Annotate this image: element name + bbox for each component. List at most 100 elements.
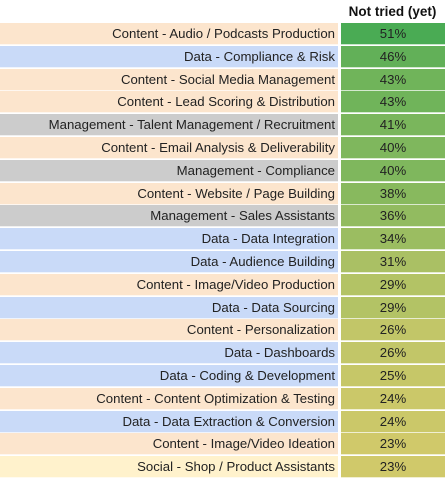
table-row: Data - Data Integration 34% [0, 228, 445, 251]
row-value-cell: 31% [341, 251, 445, 273]
row-divider [0, 294, 445, 296]
table-row: Data - Dashboards 26% [0, 342, 445, 365]
row-divider [0, 431, 445, 433]
row-value-cell: 23% [341, 456, 445, 479]
row-divider [0, 44, 445, 45]
row-value-cell: 26% [341, 342, 445, 365]
table-row: Content - Social Media Management 43% [0, 68, 445, 91]
row-value-cell: 36% [341, 205, 445, 228]
row-label: Content - Image/Video Production [136, 276, 335, 292]
table-row: Content - Email Analysis & Deliverabilit… [0, 137, 445, 159]
row-label-cell: Data - Audience Building [0, 251, 338, 273]
table-row: Management - Compliance 40% [0, 159, 445, 182]
row-label-cell: Social - Shop / Product Assistants [0, 456, 338, 479]
row-divider [0, 317, 445, 319]
header-row: Not tried (yet) [0, 0, 445, 23]
row-value-cell: 26% [341, 319, 445, 342]
table-row: Management - Talent Management / Recruit… [0, 114, 445, 137]
table-row: Content - Image/Video Ideation 23% [0, 433, 445, 456]
row-label-cell: Management - Compliance [0, 159, 338, 182]
row-label-cell: Content - Social Media Management [0, 68, 338, 91]
row-divider [0, 386, 445, 387]
row-label: Management - Talent Management / Recruit… [48, 117, 335, 133]
table-row: Content - Content Optimization & Testing… [0, 387, 445, 410]
row-label: Data - Coding & Development [159, 368, 335, 383]
row-divider [0, 180, 445, 182]
row-divider [0, 249, 445, 251]
table-row: Content - Website / Page Building 38% [0, 182, 445, 205]
row-value-cell: 43% [341, 91, 445, 114]
row-value-cell: 24% [341, 410, 445, 433]
table-row: Data - Audience Building 31% [0, 251, 445, 273]
row-label: Content - Lead Scoring & Distribution [117, 94, 335, 110]
table-row: Content - Image/Video Production 29% [0, 273, 445, 296]
row-label: Data - Data Extraction & Conversion [122, 413, 335, 429]
row-label: Data - Dashboards [224, 345, 335, 361]
row-label: Data - Data Sourcing [211, 299, 335, 315]
row-divider [0, 158, 445, 159]
table-row: Data - Data Extraction & Conversion 24% [0, 410, 445, 433]
row-divider [0, 112, 445, 114]
row-divider [0, 89, 445, 91]
row-label: Management - Compliance [176, 162, 335, 178]
row-value-cell: 23% [341, 433, 445, 456]
row-value-cell: 40% [341, 137, 445, 159]
row-label: Content - Image/Video Ideation [152, 436, 335, 452]
row-label-cell: Content - Email Analysis & Deliverabilit… [0, 137, 338, 159]
row-value-cell: 29% [341, 273, 445, 296]
row-label: Content - Content Optimization & Testing [96, 390, 335, 406]
row-value-cell: 43% [341, 68, 445, 91]
row-value-cell: 34% [341, 228, 445, 251]
row-divider [0, 135, 445, 137]
column-header-not-tried: Not tried (yet) [348, 4, 437, 19]
table-row: Content - Lead Scoring & Distribution 43% [0, 91, 445, 114]
row-label: Social - Shop / Product Assistants [137, 459, 335, 475]
row-value-cell: 29% [341, 296, 445, 319]
table-row: Data - Coding & Development 25% [0, 365, 445, 387]
row-label-cell: Data - Data Extraction & Conversion [0, 410, 338, 433]
table-row: Content - Personalization 26% [0, 319, 445, 342]
row-divider [0, 66, 445, 68]
row-label-cell: Data - Coding & Development [0, 365, 338, 387]
row-divider [0, 272, 445, 273]
row-divider [0, 454, 445, 456]
row-value-cell: 25% [341, 365, 445, 387]
row-label: Data - Compliance & Risk [184, 48, 335, 64]
row-label-cell: Data - Data Sourcing [0, 296, 338, 319]
row-label-cell: Content - Audio / Podcasts Production [0, 23, 338, 45]
row-label: Content - Social Media Management [120, 71, 335, 87]
row-label-cell: Content - Content Optimization & Testing [0, 387, 338, 410]
table-row: Content - Audio / Podcasts Production 51% [0, 23, 445, 45]
row-label-cell: Content - Website / Page Building [0, 182, 338, 205]
row-label: Data - Audience Building [190, 254, 335, 269]
row-value-cell: 46% [341, 45, 445, 68]
row-label-cell: Data - Data Integration [0, 228, 338, 251]
row-label-cell: Data - Dashboards [0, 342, 338, 365]
table-row: Social - Shop / Product Assistants 23% [0, 456, 445, 479]
table-row: Data - Compliance & Risk 46% [0, 45, 445, 68]
row-value-cell: 24% [341, 387, 445, 410]
row-divider [0, 203, 445, 205]
row-label: Content - Website / Page Building [137, 185, 335, 201]
row-value-cell: 38% [341, 182, 445, 205]
row-label: Content - Audio / Podcasts Production [112, 26, 335, 41]
row-label: Management - Sales Assistants [150, 208, 335, 224]
row-value-cell: 41% [341, 114, 445, 137]
row-label-cell: Data - Compliance & Risk [0, 45, 338, 68]
row-label-cell: Management - Talent Management / Recruit… [0, 114, 338, 137]
row-label: Data - Data Integration [201, 231, 335, 247]
row-label: Content - Email Analysis & Deliverabilit… [101, 140, 335, 155]
row-value-cell: 51% [341, 23, 445, 45]
row-divider [0, 226, 445, 228]
table-row: Management - Sales Assistants 36% [0, 205, 445, 228]
row-label-cell: Management - Sales Assistants [0, 205, 338, 228]
row-divider [0, 340, 445, 342]
row-label: Content - Personalization [186, 322, 335, 338]
row-divider [0, 408, 445, 410]
table-row: Data - Data Sourcing 29% [0, 296, 445, 319]
row-label-cell: Content - Lead Scoring & Distribution [0, 91, 338, 114]
row-label-cell: Content - Image/Video Production [0, 273, 338, 296]
row-label-cell: Content - Image/Video Ideation [0, 433, 338, 456]
row-divider [0, 477, 445, 479]
